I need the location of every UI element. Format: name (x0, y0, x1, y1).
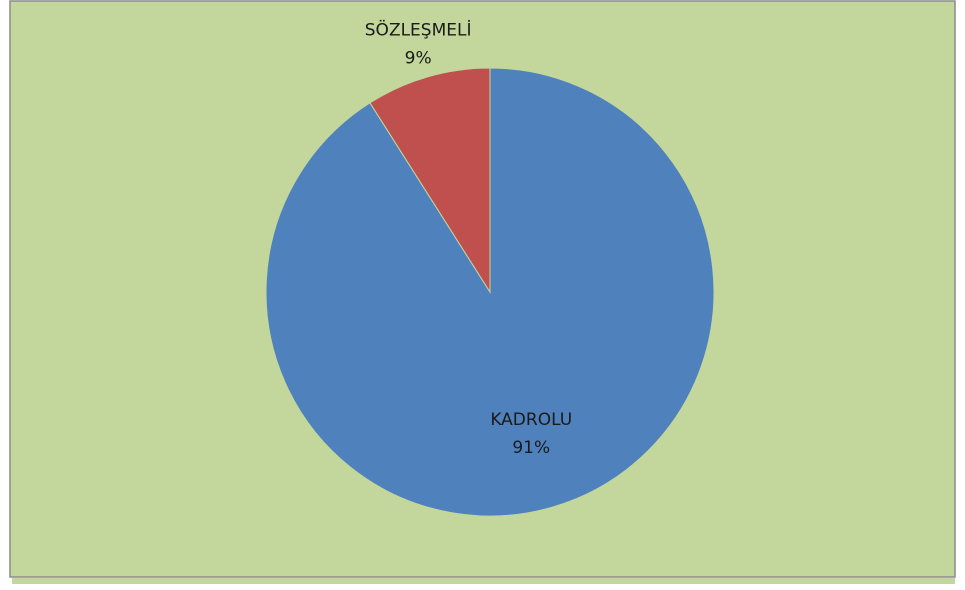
pie-slice (369, 67, 491, 294)
slice-category-label: SÖZLEŞMELİ (365, 19, 472, 41)
slice-value-label: 9% (405, 49, 432, 69)
pie-slice (265, 67, 715, 517)
slice-value-label: 91% (512, 438, 550, 458)
chart-area-shadow (12, 578, 955, 584)
slice-category-label: KADROLU (490, 410, 572, 430)
